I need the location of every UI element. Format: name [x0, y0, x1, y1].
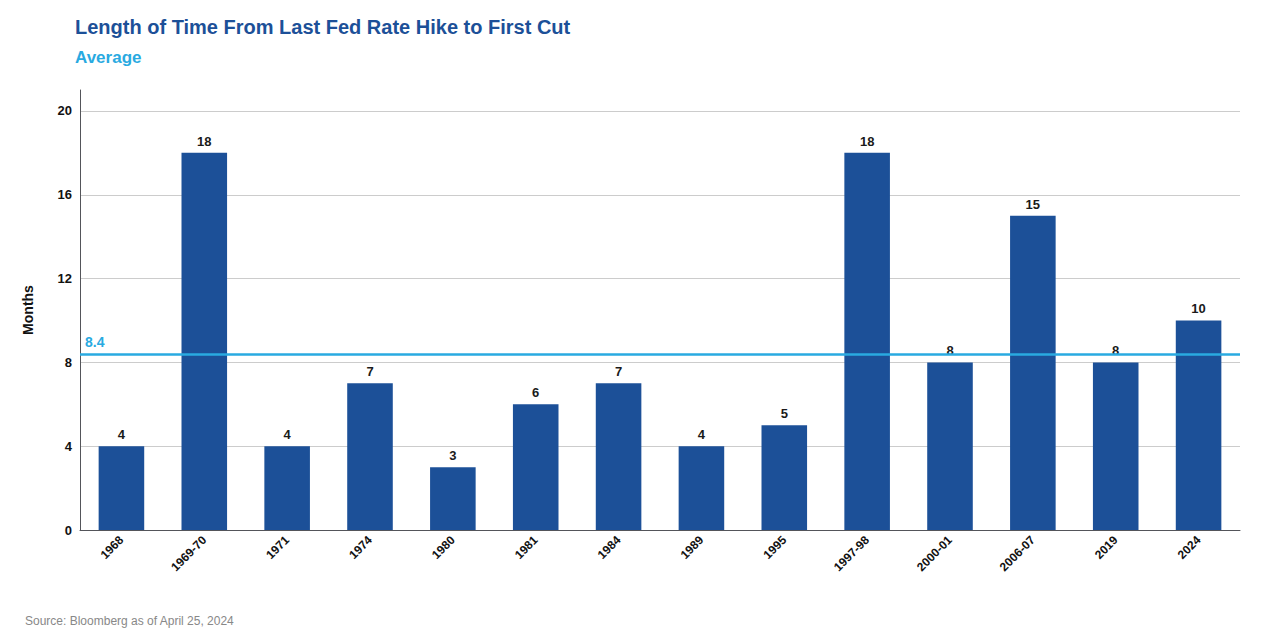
svg-text:8: 8 [1112, 343, 1119, 358]
svg-text:10: 10 [1191, 301, 1205, 316]
svg-text:5: 5 [781, 406, 788, 421]
svg-text:2019: 2019 [1092, 533, 1121, 562]
svg-text:20: 20 [58, 103, 72, 118]
svg-text:1981: 1981 [512, 533, 541, 562]
svg-text:8: 8 [946, 343, 953, 358]
svg-text:1995: 1995 [760, 533, 789, 562]
svg-text:15: 15 [1026, 197, 1040, 212]
svg-text:1980: 1980 [429, 533, 458, 562]
svg-text:8: 8 [65, 355, 72, 370]
svg-text:1989: 1989 [678, 533, 707, 562]
svg-text:4: 4 [284, 427, 292, 442]
svg-text:18: 18 [197, 134, 211, 149]
svg-text:2000-01: 2000-01 [914, 533, 955, 574]
svg-text:0: 0 [65, 523, 72, 538]
svg-text:4: 4 [698, 427, 706, 442]
svg-text:1969-70: 1969-70 [168, 533, 209, 574]
svg-text:6: 6 [532, 385, 539, 400]
svg-text:7: 7 [615, 364, 622, 379]
svg-text:1984: 1984 [595, 533, 624, 562]
svg-text:1971: 1971 [263, 533, 292, 562]
svg-text:16: 16 [58, 187, 72, 202]
svg-text:4: 4 [118, 427, 126, 442]
svg-text:Months: Months [20, 285, 36, 335]
svg-text:3: 3 [449, 448, 456, 463]
svg-text:1997-98: 1997-98 [831, 533, 872, 574]
svg-text:Average: Average [75, 48, 141, 67]
svg-text:Source: Bloomberg as of April: Source: Bloomberg as of April 25, 2024 [25, 614, 234, 628]
svg-text:1968: 1968 [98, 533, 127, 562]
svg-text:1974: 1974 [346, 533, 375, 562]
svg-text:Length of Time From Last Fed R: Length of Time From Last Fed Rate Hike t… [75, 16, 571, 38]
svg-text:12: 12 [58, 271, 72, 286]
svg-text:2006-07: 2006-07 [997, 533, 1038, 574]
svg-text:18: 18 [860, 134, 874, 149]
svg-text:4: 4 [65, 439, 73, 454]
svg-text:2024: 2024 [1175, 533, 1204, 562]
svg-text:8.4: 8.4 [85, 334, 105, 350]
svg-text:7: 7 [366, 364, 373, 379]
